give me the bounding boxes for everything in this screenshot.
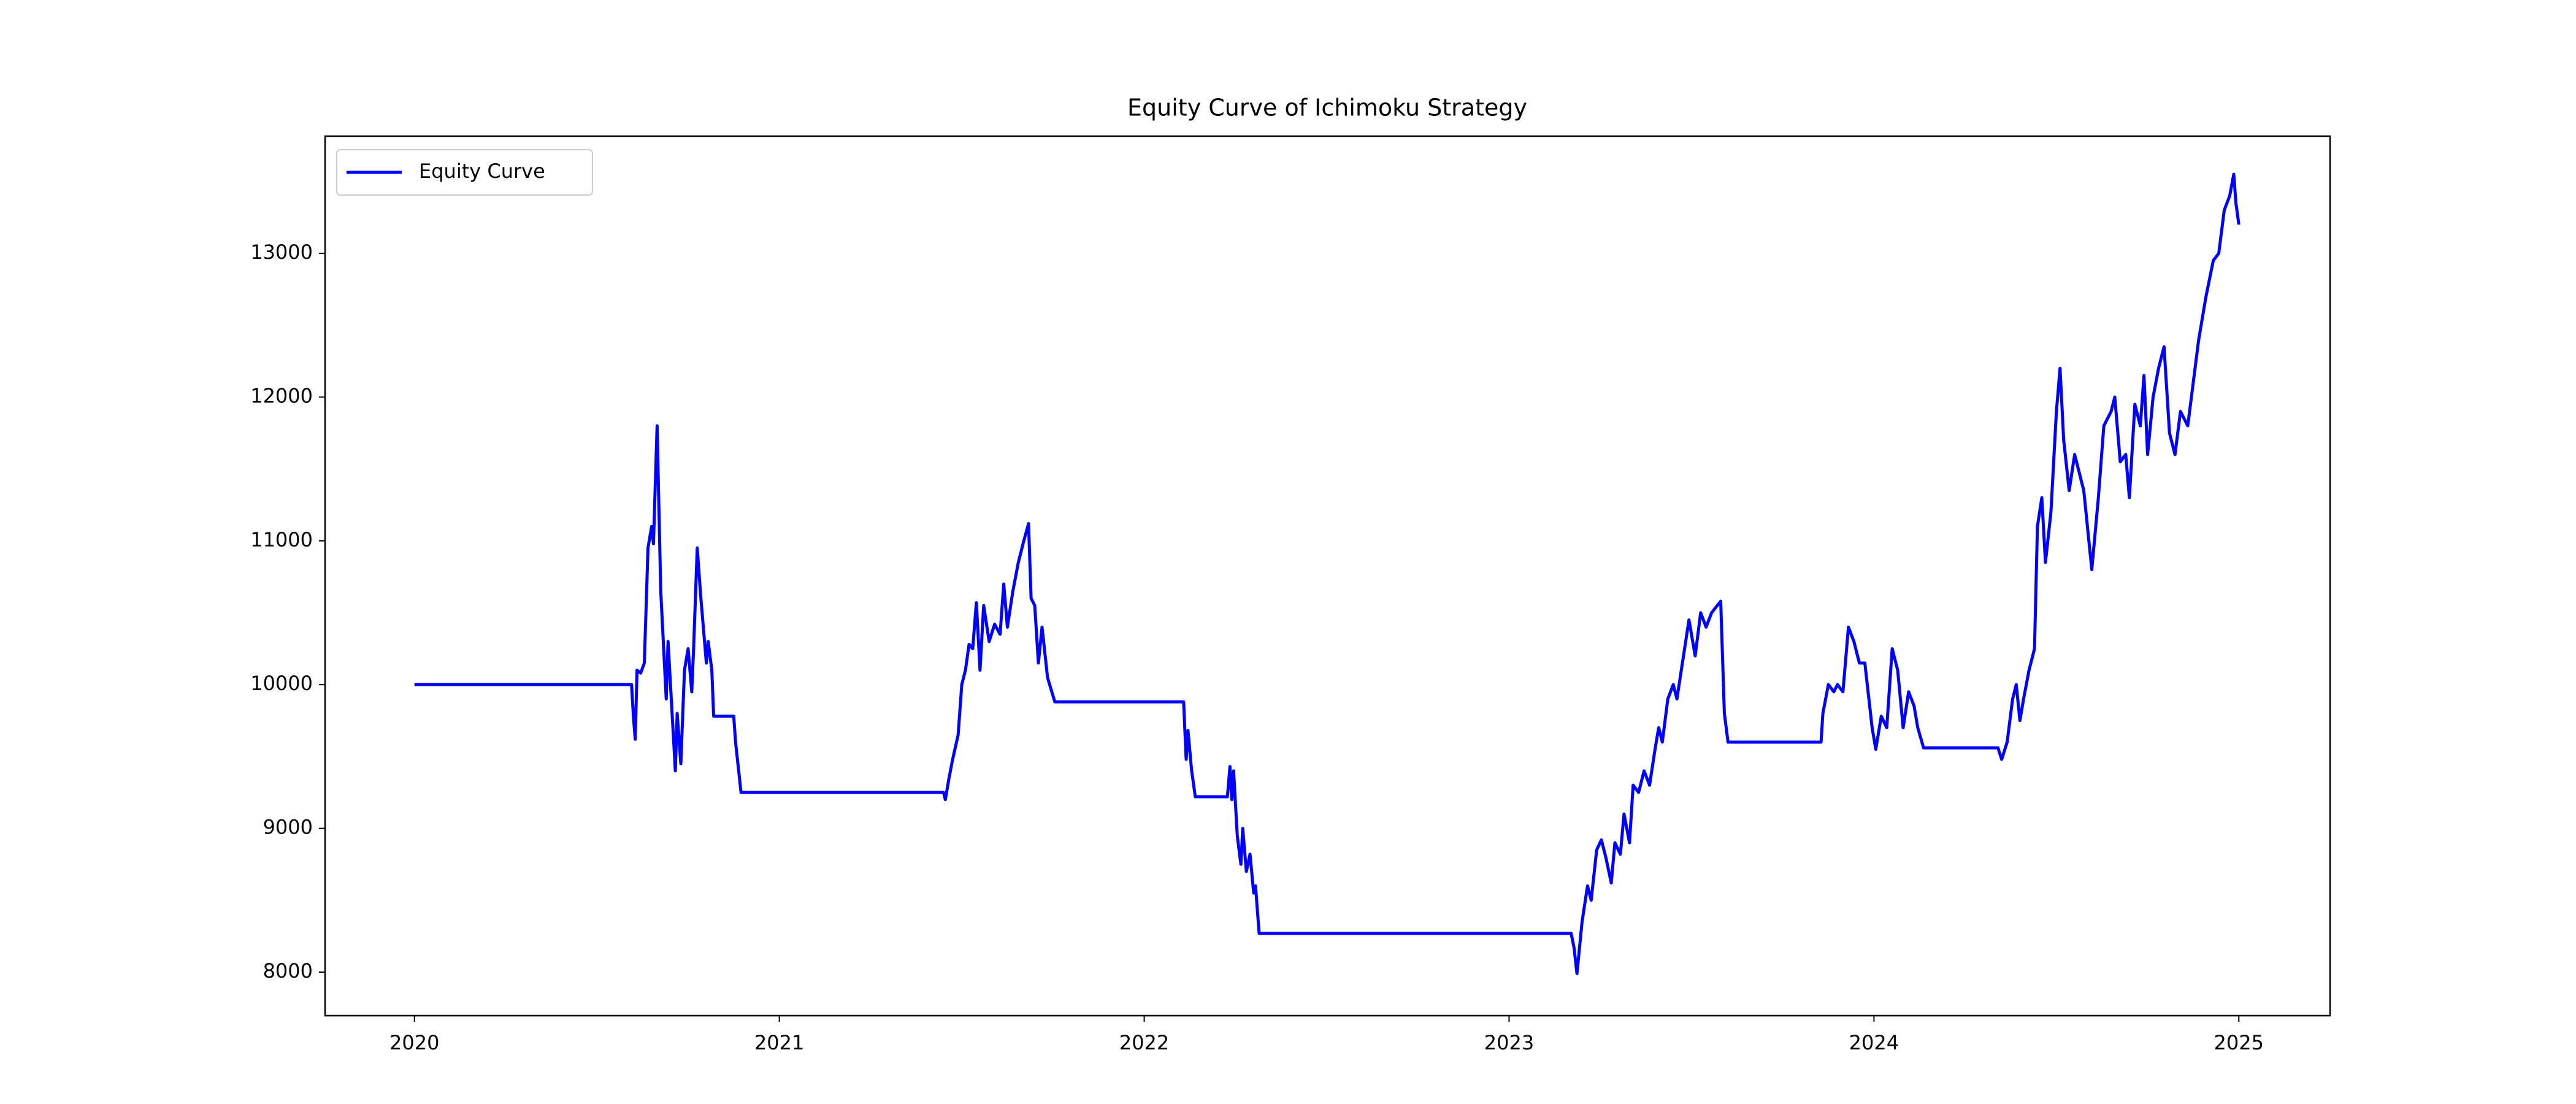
x-tick-label: 2025 <box>2214 1031 2264 1054</box>
x-tick-label: 2020 <box>389 1031 439 1054</box>
y-tick-label: 10000 <box>250 672 313 695</box>
x-tick-label: 2021 <box>754 1031 804 1054</box>
x-tick-label: 2024 <box>1849 1031 1899 1054</box>
y-tick-label: 13000 <box>250 240 313 264</box>
x-tick-label: 2022 <box>1119 1031 1169 1054</box>
plot-frame <box>324 135 2331 1017</box>
y-tick-label: 12000 <box>250 384 313 407</box>
equity-line <box>414 172 2241 975</box>
x-tick-label: 2023 <box>1484 1031 1534 1054</box>
y-tick-label: 8000 <box>263 959 313 983</box>
legend-box <box>336 149 593 196</box>
legend-label: Equity Curve <box>419 159 545 183</box>
chart-title: Equity Curve of Ichimoku Strategy <box>1127 94 1527 121</box>
y-tick-label: 9000 <box>263 816 313 839</box>
y-tick-label: 11000 <box>250 528 313 551</box>
